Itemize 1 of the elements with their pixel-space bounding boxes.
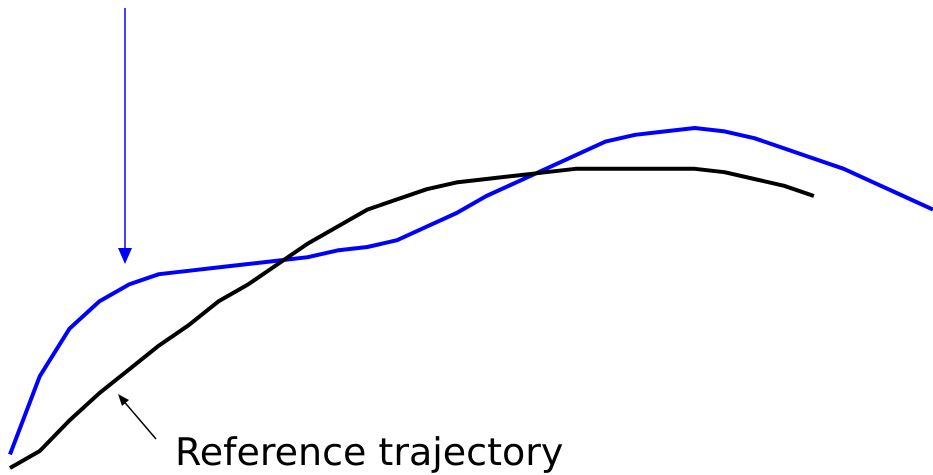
annotation: Reference trajectory — [175, 430, 564, 474]
